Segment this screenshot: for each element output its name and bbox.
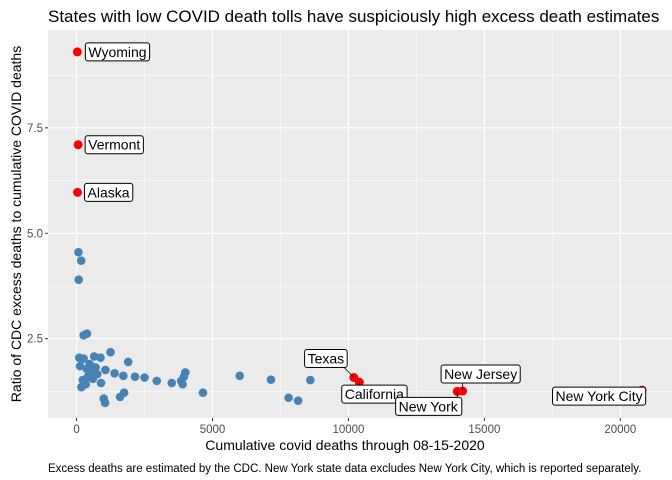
data-point	[96, 353, 105, 362]
data-point	[198, 388, 208, 397]
data-point	[115, 392, 125, 402]
data-point	[119, 371, 128, 381]
point-label-text: California	[345, 386, 404, 402]
data-point	[96, 378, 106, 388]
data-point	[235, 371, 244, 381]
x-tick-label: 10000	[332, 424, 364, 436]
data-point	[123, 357, 133, 367]
point-label-leader	[343, 367, 355, 378]
data-point	[178, 379, 187, 389]
point-label: Alaska	[84, 182, 134, 202]
data-point	[266, 375, 276, 384]
highlighted-point	[73, 140, 83, 150]
point-label-text: New York City	[556, 388, 643, 404]
y-tick-label: 7.5	[27, 123, 43, 135]
data-point	[79, 331, 88, 340]
data-point	[74, 247, 83, 257]
x-tick-label: 5000	[200, 424, 226, 436]
point-label-box	[84, 135, 144, 155]
data-point	[74, 275, 84, 284]
chart-caption: Excess deaths are estimated by the CDC. …	[48, 463, 641, 475]
data-point	[75, 361, 85, 371]
y-axis-title: Ratio of CDC excess deaths to cumulative…	[8, 46, 24, 402]
plot-panel	[48, 30, 672, 418]
data-point	[76, 256, 86, 265]
data-point	[152, 376, 162, 386]
data-point	[293, 396, 303, 406]
data-point	[79, 354, 88, 363]
y-axis-ticks: 2.5 5.0 7.5	[27, 123, 48, 346]
chart-title: States with low COVID death tolls have s…	[48, 7, 659, 26]
point-label-box	[84, 42, 151, 62]
data-point	[140, 373, 149, 382]
data-point	[106, 347, 115, 357]
gridlines	[48, 30, 672, 418]
data-point	[284, 393, 293, 403]
point-label-text: Wyoming	[88, 44, 146, 60]
point-label: Texas	[304, 349, 355, 378]
data-point	[306, 375, 315, 385]
point-annotations: Wyoming Vermont Alaska Texas California New J…	[84, 42, 647, 416]
point-label-box	[84, 182, 134, 202]
point-label-text: New York	[399, 398, 459, 414]
point-label-box	[341, 384, 408, 404]
point-label-box	[552, 386, 647, 406]
data-point	[181, 368, 190, 377]
point-label: Vermont	[84, 135, 144, 155]
data-point	[110, 368, 119, 378]
point-label: New York	[395, 391, 463, 416]
data-point	[167, 378, 177, 388]
point-label-text: New Jersey	[444, 366, 517, 382]
point-label: California	[341, 382, 408, 404]
data-point	[101, 365, 110, 375]
point-label-box	[304, 349, 348, 369]
data-point	[100, 398, 110, 408]
point-label: Wyoming	[84, 42, 151, 62]
data-point	[92, 369, 102, 379]
x-tick-label: 0	[73, 424, 79, 436]
x-axis-title: Cumulative covid deaths through 08-15-20…	[205, 437, 485, 453]
x-tick-label: 15000	[468, 424, 500, 436]
point-label-text: Alaska	[88, 184, 130, 200]
point-label: New York City	[552, 386, 647, 406]
data-point	[91, 363, 100, 372]
point-label-text: Texas	[308, 351, 345, 367]
y-tick-label: 2.5	[27, 334, 43, 346]
data-point	[130, 372, 140, 381]
data-point	[81, 379, 91, 389]
highlighted-point	[72, 47, 82, 57]
x-axis-ticks: 0 5000 10000 15000 20000	[73, 418, 636, 436]
point-label-text: Vermont	[88, 137, 140, 153]
highlighted-point	[73, 187, 83, 197]
point-label-box	[395, 396, 463, 416]
point-label-box	[440, 364, 521, 384]
point-label: New Jersey	[440, 364, 521, 392]
x-tick-label: 20000	[604, 424, 636, 436]
data-points	[74, 247, 315, 408]
y-tick-label: 5.0	[27, 228, 43, 240]
